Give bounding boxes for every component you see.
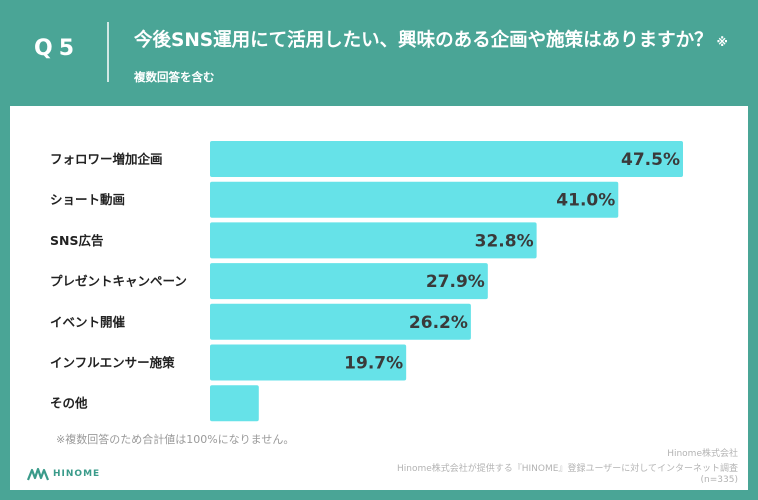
header-divider — [107, 22, 109, 82]
value-label: 27.9% — [426, 272, 485, 292]
value-label: 47.5% — [621, 150, 680, 170]
header: Q5 今後SNS運用にて活用したい、興味のある企画や施策はありますか？ ※複数回答… — [0, 0, 758, 106]
value-label: 32.8% — [475, 231, 534, 251]
category-label: インフルエンサー施策 — [50, 355, 175, 370]
bar — [210, 181, 619, 218]
category-label: その他 — [50, 396, 88, 411]
logo-text: HINOME — [53, 469, 101, 479]
category-label: イベント開催 — [50, 314, 126, 329]
value-label: 41.0% — [556, 191, 615, 211]
question-note: ※複数回答を含む — [134, 35, 728, 84]
question-number: Q5 — [34, 36, 81, 61]
bar — [210, 222, 537, 259]
bar — [210, 303, 471, 340]
bar — [210, 344, 407, 381]
chart-panel: フォロワー増加企画 47.5% ショート動画 41.0% SNS広告 32.8% プレゼント… — [10, 106, 748, 490]
bar — [210, 141, 683, 177]
value-label: 19.7% — [344, 354, 403, 374]
footnote: ※複数回答のため合計値は100%になりません。 — [56, 433, 295, 446]
category-label: フォロワー増加企画 — [50, 152, 163, 167]
question-title: 今後SNS運用にて活用したい、興味のある企画や施策はありますか？ ※複数回答を含む — [134, 24, 734, 94]
value-label: 26.2% — [409, 313, 468, 333]
hinome-logo-icon — [27, 467, 49, 481]
hinome-logo: HINOME — [27, 466, 100, 482]
source-description: Hinome株式会社が提供する『HINOME』登録ユーザーに対してインターネット… — [396, 464, 738, 474]
bar — [210, 385, 259, 422]
sample-size: (n=335) — [700, 475, 738, 485]
question-text: 今後SNS運用にて活用したい、興味のある企画や施策はありますか？ — [134, 30, 713, 51]
bar — [210, 263, 488, 300]
category-label: プレゼントキャンペーン — [50, 274, 187, 289]
category-label: SNS広告 — [50, 233, 104, 248]
source-company: Hinome株式会社 — [667, 449, 738, 459]
category-label: ショート動画 — [50, 192, 125, 207]
bar-chart: フォロワー増加企画 47.5% ショート動画 41.0% SNS広告 32.8% プレゼント… — [50, 141, 683, 422]
